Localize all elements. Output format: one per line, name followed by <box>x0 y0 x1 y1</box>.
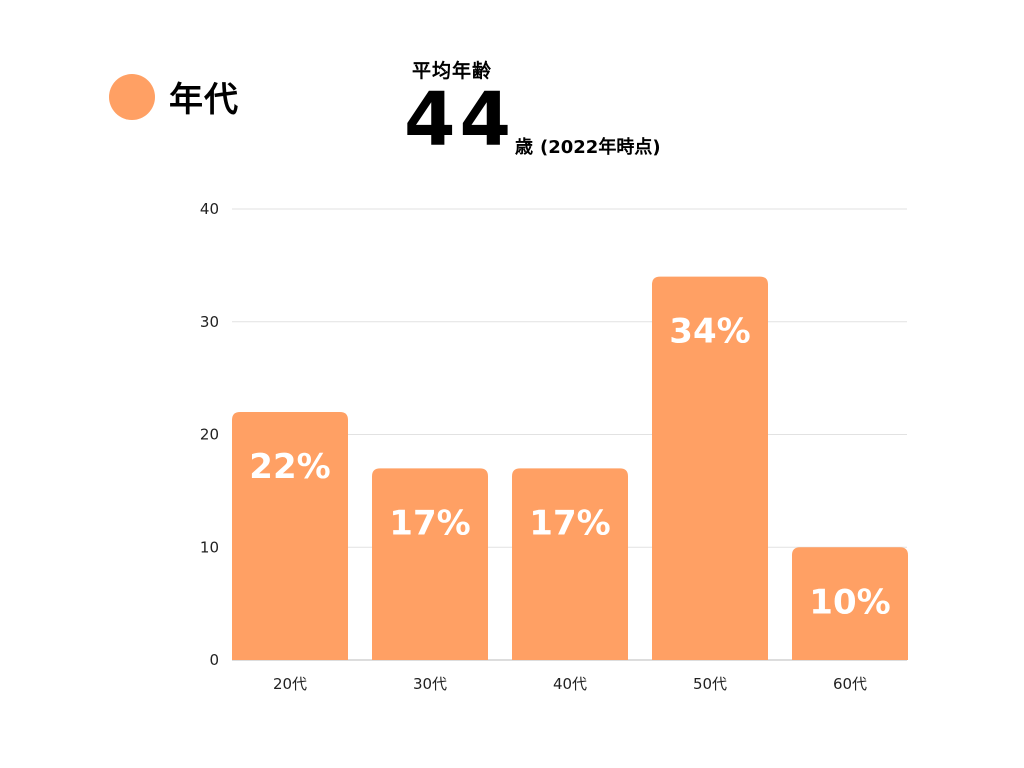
average-age-note: (2022年時点) <box>540 137 661 158</box>
y-tick-label: 10 <box>200 538 219 556</box>
average-age-title: 平均年齢 <box>412 60 493 82</box>
average-age-unit: 歳 <box>515 137 533 158</box>
x-category-label: 60代 <box>833 675 867 693</box>
y-tick-label: 30 <box>200 313 219 331</box>
legend-label: 年代 <box>169 80 239 120</box>
bar-data-label: 17% <box>389 503 470 543</box>
y-tick-label: 20 <box>200 426 219 444</box>
bar-data-label: 10% <box>809 582 890 622</box>
bar-40代 <box>512 468 628 660</box>
bar-20代 <box>232 411 348 660</box>
x-category-label: 50代 <box>693 675 727 693</box>
x-category-label: 20代 <box>273 675 307 693</box>
y-tick-label: 40 <box>200 200 219 218</box>
bar-data-label: 22% <box>249 447 330 487</box>
average-age-value: 44 <box>404 77 515 163</box>
bar-60代 <box>792 547 908 660</box>
legend-color-dot <box>109 73 155 120</box>
bar-data-label: 17% <box>529 503 610 543</box>
legend: 年代 <box>109 72 239 121</box>
x-category-label: 30代 <box>413 675 447 693</box>
bar-data-label: 34% <box>669 312 750 352</box>
x-category-label: 40代 <box>553 675 587 693</box>
bar-30代 <box>372 468 488 660</box>
bar-50代 <box>652 276 768 660</box>
y-tick-label: 0 <box>209 651 219 669</box>
